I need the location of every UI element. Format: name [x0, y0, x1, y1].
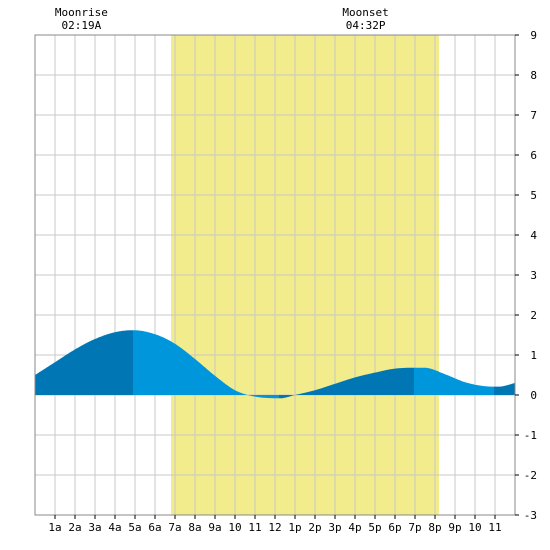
x-tick-label: 3p [328, 521, 341, 534]
moon-event-time: 04:32P [346, 19, 386, 32]
y-tick-label: 7 [530, 109, 537, 122]
x-tick-label: 9a [208, 521, 221, 534]
x-tick-label: 5p [368, 521, 381, 534]
y-tick-label: 2 [530, 309, 537, 322]
y-tick-label: 9 [530, 29, 537, 42]
x-tick-label: 4a [108, 521, 121, 534]
y-tick-label: 6 [530, 149, 537, 162]
y-tick-label: 4 [530, 229, 537, 242]
y-tick-label: -2 [524, 469, 537, 482]
tide-area-rising [494, 383, 515, 395]
x-tick-label: 9p [448, 521, 461, 534]
y-tick-label: 1 [530, 349, 537, 362]
tide-area-falling [414, 367, 494, 395]
x-tick-label: 7a [168, 521, 181, 534]
tide-area-rising [35, 330, 133, 395]
tide-area-falling [133, 330, 279, 399]
x-tick-label: 6p [388, 521, 401, 534]
x-tick-label: 12 [268, 521, 281, 534]
x-tick-label: 10 [468, 521, 481, 534]
x-tick-label: 2a [68, 521, 81, 534]
x-tick-label: 4p [348, 521, 361, 534]
x-tick-label: 8p [428, 521, 441, 534]
x-tick-label: 10 [228, 521, 241, 534]
y-tick-label: -3 [524, 509, 537, 522]
y-tick-label: 5 [530, 189, 537, 202]
moon-event-label: Moonset [342, 6, 388, 19]
x-tick-label: 3a [88, 521, 101, 534]
y-tick-label: -1 [524, 429, 537, 442]
y-tick-label: 0 [530, 389, 537, 402]
x-tick-label: 6a [148, 521, 161, 534]
moon-event-time: 02:19A [62, 19, 102, 32]
x-tick-label: 1a [48, 521, 61, 534]
y-tick-label: 8 [530, 69, 537, 82]
x-tick-label: 11 [488, 521, 501, 534]
x-tick-label: 5a [128, 521, 141, 534]
x-tick-label: 8a [188, 521, 201, 534]
x-tick-label: 1p [288, 521, 301, 534]
x-tick-label: 11 [248, 521, 261, 534]
y-tick-label: 3 [530, 269, 537, 282]
x-tick-label: 7p [408, 521, 421, 534]
moon-event-label: Moonrise [55, 6, 108, 19]
x-tick-label: 2p [308, 521, 321, 534]
tide-area-rising [279, 367, 414, 399]
